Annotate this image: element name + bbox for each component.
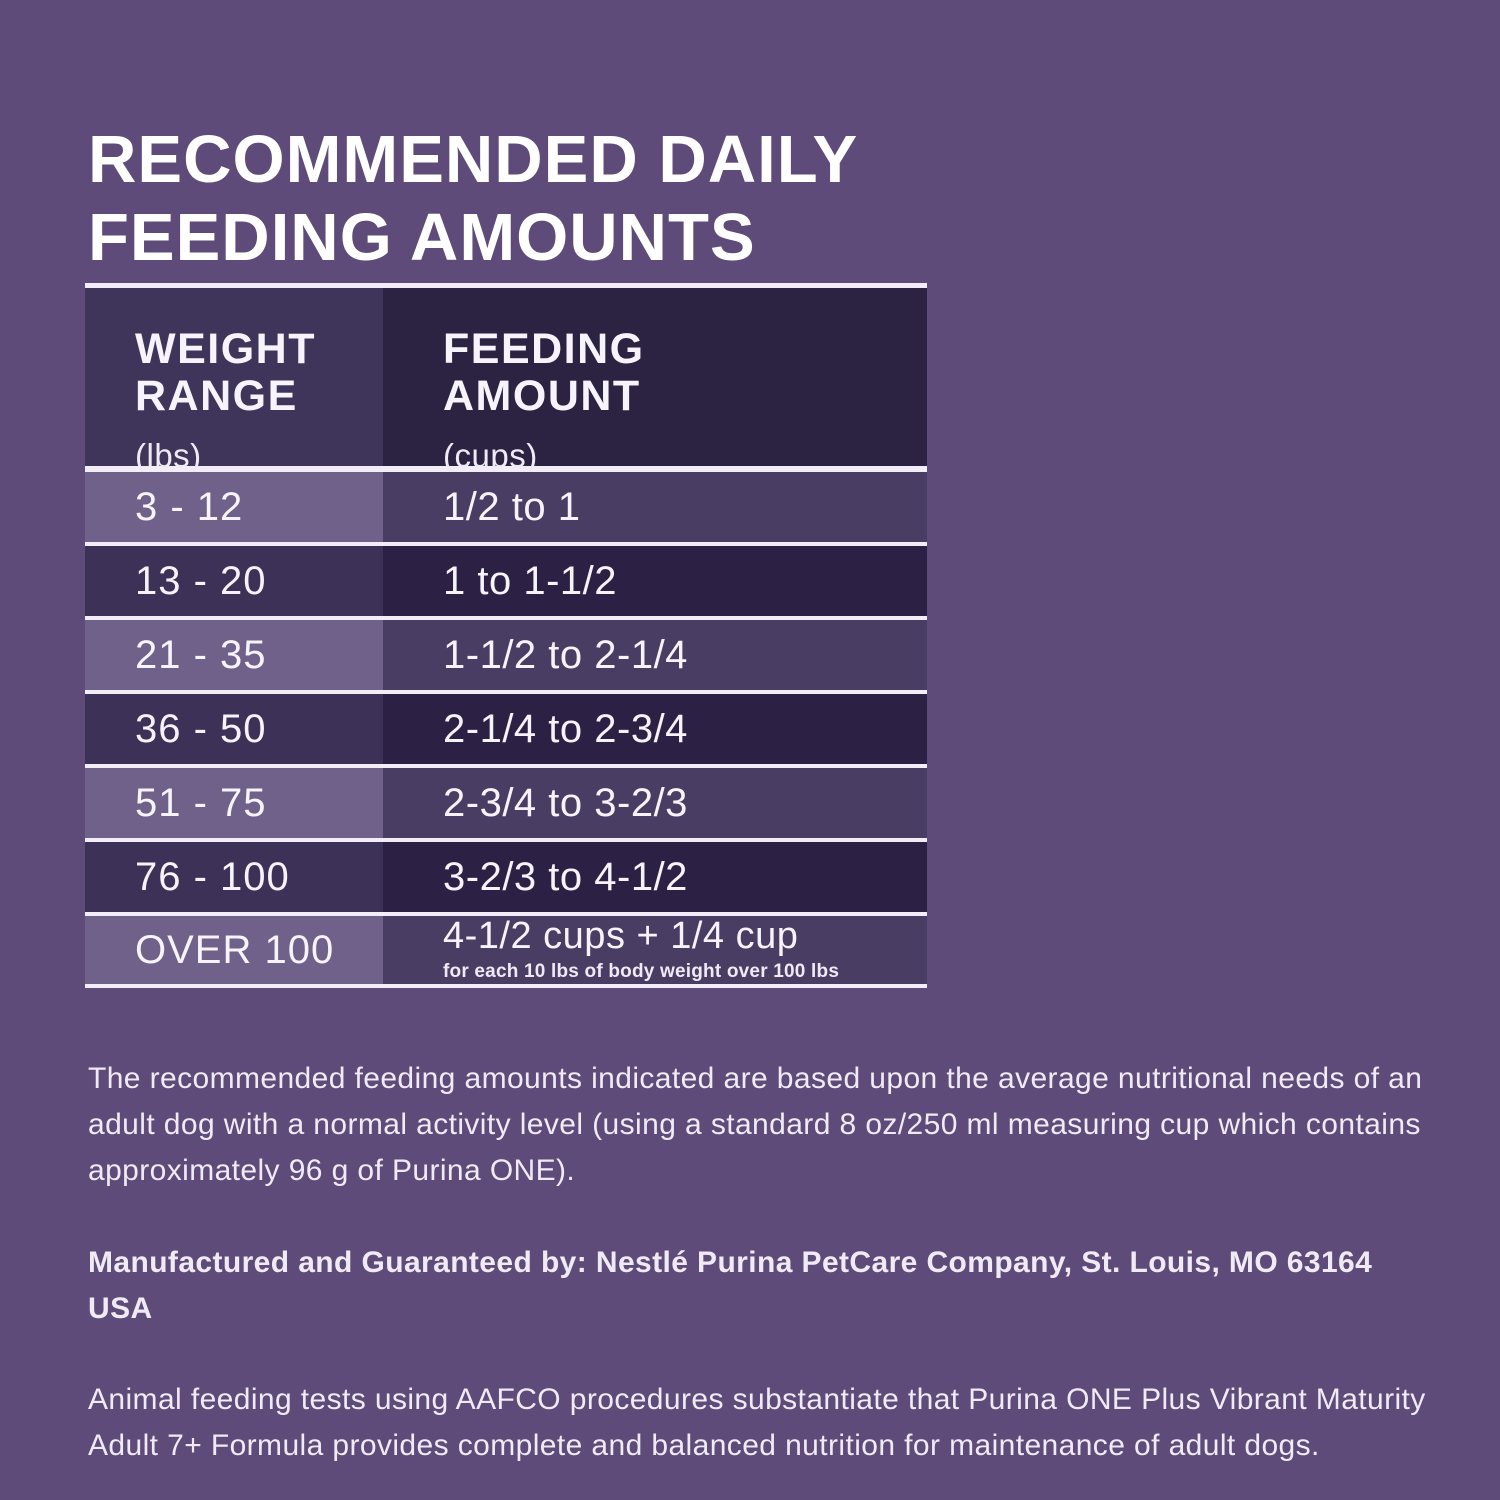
weight-range-value: OVER 100 (85, 916, 383, 984)
feeding-basis-paragraph: The recommended feeding amounts indicate… (88, 1062, 1423, 1188)
table-row: 36 - 50 2-1/4 to 2-3/4 (85, 694, 927, 764)
feeding-amount-value: 1/2 to 1 (383, 472, 927, 542)
feeding-amount-value: 2-3/4 to 3-2/3 (383, 768, 927, 838)
weight-range-value: 76 - 100 (85, 842, 383, 912)
table-row: OVER 100 4-1/2 cups + 1/4 cup for each 1… (85, 916, 927, 984)
table-row: 13 - 20 1 to 1-1/2 (85, 546, 927, 616)
weight-range-value: 3 - 12 (85, 472, 383, 542)
weight-range-value: 36 - 50 (85, 694, 383, 764)
feeding-amount-main-text: 4-1/2 cups + 1/4 cup (443, 915, 799, 958)
feeding-amount-unit-label: (cups) (443, 436, 538, 474)
feeding-amount-value: 4-1/2 cups + 1/4 cup for each 10 lbs of … (383, 916, 927, 984)
table-row: 76 - 100 3-2/3 to 4-1/2 (85, 842, 927, 912)
table-row: 21 - 35 1-1/2 to 2-1/4 (85, 620, 927, 690)
feeding-amount-value: 1 to 1-1/2 (383, 546, 927, 616)
table-header-row: WEIGHT RANGE (lbs) FEEDING AMOUNT (cups) (85, 288, 927, 474)
table-row: 3 - 12 1/2 to 1 (85, 472, 927, 542)
feeding-amount-value: 1-1/2 to 2-1/4 (383, 620, 927, 690)
weight-range-value: 13 - 20 (85, 546, 383, 616)
header-cell-feeding-amount: FEEDING AMOUNT (cups) (383, 288, 927, 474)
feeding-amount-header-label: FEEDING AMOUNT (443, 325, 645, 421)
page-title: RECOMMENDED DAILY FEEDING AMOUNTS (88, 121, 859, 275)
weight-range-unit-label: (lbs) (135, 436, 202, 474)
weight-range-value: 51 - 75 (85, 768, 383, 838)
aafco-statement: Animal feeding tests using AAFCO procedu… (88, 1382, 1426, 1463)
header-cell-weight-range: WEIGHT RANGE (lbs) (85, 288, 383, 474)
weight-range-value: 21 - 35 (85, 620, 383, 690)
table-row: 51 - 75 2-3/4 to 3-2/3 (85, 768, 927, 838)
feeding-amount-value: 2-1/4 to 2-3/4 (383, 694, 927, 764)
feeding-amount-value: 3-2/3 to 4-1/2 (383, 842, 927, 912)
feeding-amounts-table: WEIGHT RANGE (lbs) FEEDING AMOUNT (cups)… (85, 283, 927, 988)
weight-range-header-label: WEIGHT RANGE (135, 325, 316, 421)
feeding-amount-footnote: for each 10 lbs of body weight over 100 … (443, 960, 840, 982)
manufacturer-statement: Manufactured and Guaranteed by: Nestlé P… (88, 1245, 1373, 1325)
footer-notes: The recommended feeding amounts indicate… (88, 1056, 1433, 1494)
